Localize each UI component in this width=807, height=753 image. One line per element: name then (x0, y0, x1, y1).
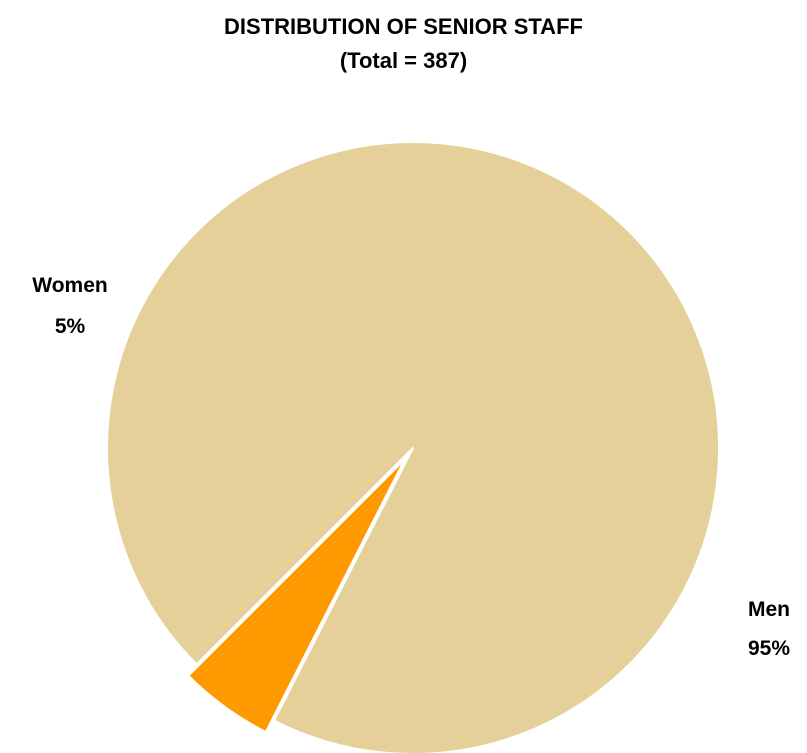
slice-label-men: Men (748, 598, 790, 621)
chart-title: DISTRIBUTION OF SENIOR STAFF (224, 14, 583, 39)
slice-value-label-women: 5% (55, 315, 86, 338)
slice-value-label-men: 95% (748, 637, 790, 660)
slice-label-women: Women (32, 274, 107, 297)
chart-subtitle: (Total = 387) (339, 48, 468, 73)
pie-slices (106, 141, 720, 753)
pie-slice-men (106, 141, 720, 753)
pie-slice-women (187, 458, 406, 733)
